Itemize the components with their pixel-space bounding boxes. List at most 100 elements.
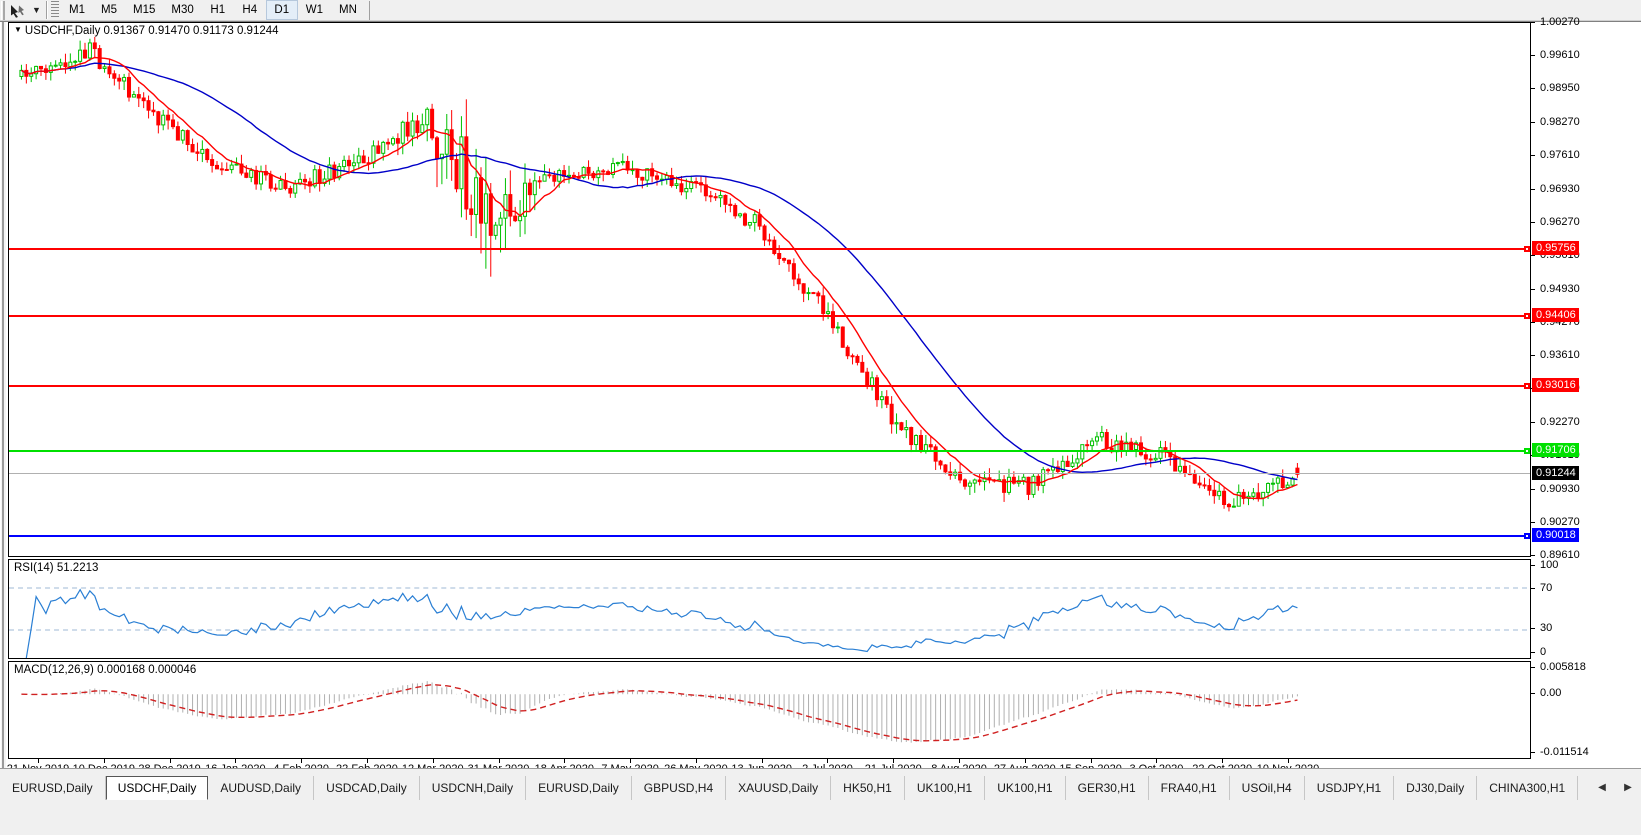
- level-handle-0.94406[interactable]: [1524, 313, 1530, 320]
- level-line-0.93016[interactable]: [9, 382, 1530, 389]
- timeframe-group-handle[interactable]: [51, 1, 59, 19]
- chart-tab-gbpusd-h4[interactable]: GBPUSD,H4: [632, 776, 727, 800]
- time-tick-13: [893, 759, 895, 763]
- timeframe-button-mn[interactable]: MN: [339, 4, 357, 16]
- price-pane-label: ▼ USDCHF,Daily 0.91367 0.91470 0.91173 0.…: [13, 25, 280, 37]
- time-tick-2: [169, 759, 171, 763]
- time-tick-12: [827, 759, 829, 763]
- price-tag-0.91706[interactable]: 0.91706: [1532, 443, 1579, 458]
- chart-tab-usdchf-daily[interactable]: USDCHF,Daily: [105, 776, 209, 800]
- chart-tab-usdcnh-daily[interactable]: USDCNH,Daily: [420, 776, 527, 800]
- price-tick-0.93610: 0.93610: [1531, 349, 1580, 361]
- price-tag-0.94406[interactable]: 0.94406: [1532, 308, 1579, 323]
- chart-tab-usdjpy-h1[interactable]: USDJPY,H1: [1305, 776, 1395, 800]
- chevron-left-icon[interactable]: ◀: [1598, 781, 1606, 793]
- timeframe-button-d1[interactable]: D1: [265, 0, 298, 20]
- chart-tab-bar: EURUSD,Daily USDCHF,Daily AUDUSD,Daily USDC…: [0, 768, 1641, 835]
- toolbar-separator: [46, 1, 48, 19]
- toolbar-drag-handle[interactable]: [1, 0, 8, 20]
- price-tag-0.93016[interactable]: 0.93016: [1532, 377, 1579, 392]
- level-handle-0.91706[interactable]: [1524, 448, 1530, 455]
- chart-tab-uk100-h1[interactable]: UK100,H1: [985, 776, 1066, 800]
- chart-tab-audusd-daily[interactable]: AUDUSD,Daily: [208, 776, 315, 800]
- time-tick-4: [301, 759, 303, 763]
- rsi-tick-30: 30: [1531, 622, 1552, 634]
- level-handle-0.95756[interactable]: [1524, 245, 1530, 252]
- chart-left-grip[interactable]: [0, 22, 8, 769]
- timeframe-button-m30[interactable]: M30: [171, 4, 194, 16]
- chart-tab-strip: EURUSD,Daily USDCHF,Daily AUDUSD,Daily USDC…: [0, 775, 1589, 801]
- time-tick-7: [498, 759, 500, 763]
- chart-frame: ▼ USDCHF,Daily 0.91367 0.91470 0.91173 0.…: [0, 16, 1641, 781]
- time-tick-9: [630, 759, 632, 763]
- chevron-right-icon[interactable]: ▶: [1624, 781, 1632, 793]
- macd-tick-0-00: 0.00: [1531, 687, 1561, 699]
- chevron-down-icon[interactable]: ▼: [32, 5, 41, 15]
- rsi-tick-70: 70: [1531, 582, 1552, 594]
- time-tick-14: [959, 759, 961, 763]
- pane-collapse-caret-icon[interactable]: ▼: [14, 25, 22, 34]
- chart-tab-usoil-da[interactable]: USOil,Da: [1578, 776, 1589, 800]
- timeframe-button-m1[interactable]: M1: [69, 4, 85, 16]
- chart-tab-usoil-h4[interactable]: USOil,H4: [1230, 776, 1305, 800]
- timeframe-button-m15[interactable]: M15: [133, 4, 156, 16]
- time-tick-11: [761, 759, 763, 763]
- price-tick-0.90270: 0.90270: [1531, 516, 1580, 528]
- chart-tab-xauusd-daily[interactable]: XAUUSD,Daily: [726, 776, 832, 800]
- chart-tab-china300-h1[interactable]: CHINA300,H1: [1477, 776, 1579, 800]
- timeframe-button-m5[interactable]: M5: [101, 4, 117, 16]
- level-line-0.94406[interactable]: [9, 313, 1530, 320]
- chart-tab-ger30-h1[interactable]: GER30,H1: [1066, 776, 1149, 800]
- time-tick-19: [1288, 759, 1289, 763]
- rsi-tick-100: 100: [1531, 559, 1558, 571]
- level-line-0.91706[interactable]: [9, 448, 1530, 455]
- price-tick-0.98270: 0.98270: [1531, 116, 1580, 128]
- time-tick-1: [103, 759, 105, 763]
- price-tick-0.98950: 0.98950: [1531, 82, 1580, 94]
- price-tick-0.92270: 0.92270: [1531, 416, 1580, 428]
- price-tick-0.94930: 0.94930: [1531, 283, 1580, 295]
- level-line-0.90018[interactable]: [9, 532, 1530, 539]
- level-handle-0.90018[interactable]: [1524, 532, 1530, 539]
- time-tick-15: [1024, 759, 1026, 763]
- macd-scale[interactable]: 0.005818 0.00 -0.011514: [1530, 661, 1641, 759]
- timeframe-button-h4[interactable]: H4: [242, 4, 258, 16]
- macd-tick-0-005818: 0.005818: [1531, 661, 1586, 673]
- time-tick-0: [38, 759, 39, 763]
- chart-tab-eurusd-daily[interactable]: EURUSD,Daily: [526, 776, 632, 800]
- macd-pane[interactable]: MACD(12,26,9) 0.000168 0.000046: [8, 661, 1530, 759]
- time-tick-6: [432, 759, 434, 763]
- time-tick-3: [235, 759, 237, 763]
- price-tick-0.96930: 0.96930: [1531, 183, 1580, 195]
- time-tick-16: [1090, 759, 1092, 763]
- timeframe-button-w1[interactable]: W1: [305, 4, 323, 16]
- price-tag-0.95756[interactable]: 0.95756: [1532, 240, 1579, 255]
- timeframe-buttons: M1 M5 M15 M30 H1 H4 D1 W1 MN: [61, 0, 365, 20]
- chart-tab-eurusd-daily[interactable]: EURUSD,Daily: [0, 776, 106, 800]
- price-scale[interactable]: 1.00270 0.99610 0.98950 0.98270 0.97610 0.969…: [1530, 16, 1641, 561]
- price-tick-0.96270: 0.96270: [1531, 216, 1580, 228]
- level-handle-0.93016[interactable]: [1524, 382, 1530, 389]
- chart-tab-hk50-h1[interactable]: HK50,H1: [831, 776, 905, 800]
- cursor-crosshair-icon[interactable]: [8, 1, 30, 20]
- rsi-pane-label-text: RSI(14) 51.2213: [14, 562, 99, 574]
- macd-pane-label: MACD(12,26,9) 0.000168 0.000046: [13, 664, 198, 676]
- chart-tab-fra40-h1[interactable]: FRA40,H1: [1149, 776, 1230, 800]
- chart-tab-usdcad-daily[interactable]: USDCAD,Daily: [314, 776, 420, 800]
- level-line-0.91244[interactable]: [9, 473, 1530, 475]
- rsi-line-svg: [9, 587, 1530, 658]
- chart-tab-dj30-daily[interactable]: DJ30,Daily: [1394, 776, 1478, 800]
- price-tag-0.91244[interactable]: 0.91244: [1532, 466, 1579, 481]
- price-candles-svg: [19, 33, 1300, 512]
- price-pane-label-text: USDCHF,Daily 0.91367 0.91470 0.91173 0.9…: [24, 25, 279, 37]
- rsi-scale[interactable]: 100 70 30 0: [1530, 559, 1641, 659]
- price-tick-0.97610: 0.97610: [1531, 149, 1580, 161]
- timeframe-button-h1[interactable]: H1: [210, 4, 226, 16]
- chart-tab-uk100-h1[interactable]: UK100,H1: [905, 776, 986, 800]
- rsi-pane[interactable]: RSI(14) 51.2213: [8, 559, 1530, 659]
- price-chart-pane[interactable]: ▼ USDCHF,Daily 0.91367 0.91470 0.91173 0.…: [8, 22, 1530, 557]
- macd-pane-label-text: MACD(12,26,9) 0.000168 0.000046: [14, 664, 197, 676]
- time-tick-17: [1156, 759, 1158, 763]
- level-line-0.95756[interactable]: [9, 245, 1530, 252]
- price-tag-0.90018[interactable]: 0.90018: [1532, 527, 1579, 542]
